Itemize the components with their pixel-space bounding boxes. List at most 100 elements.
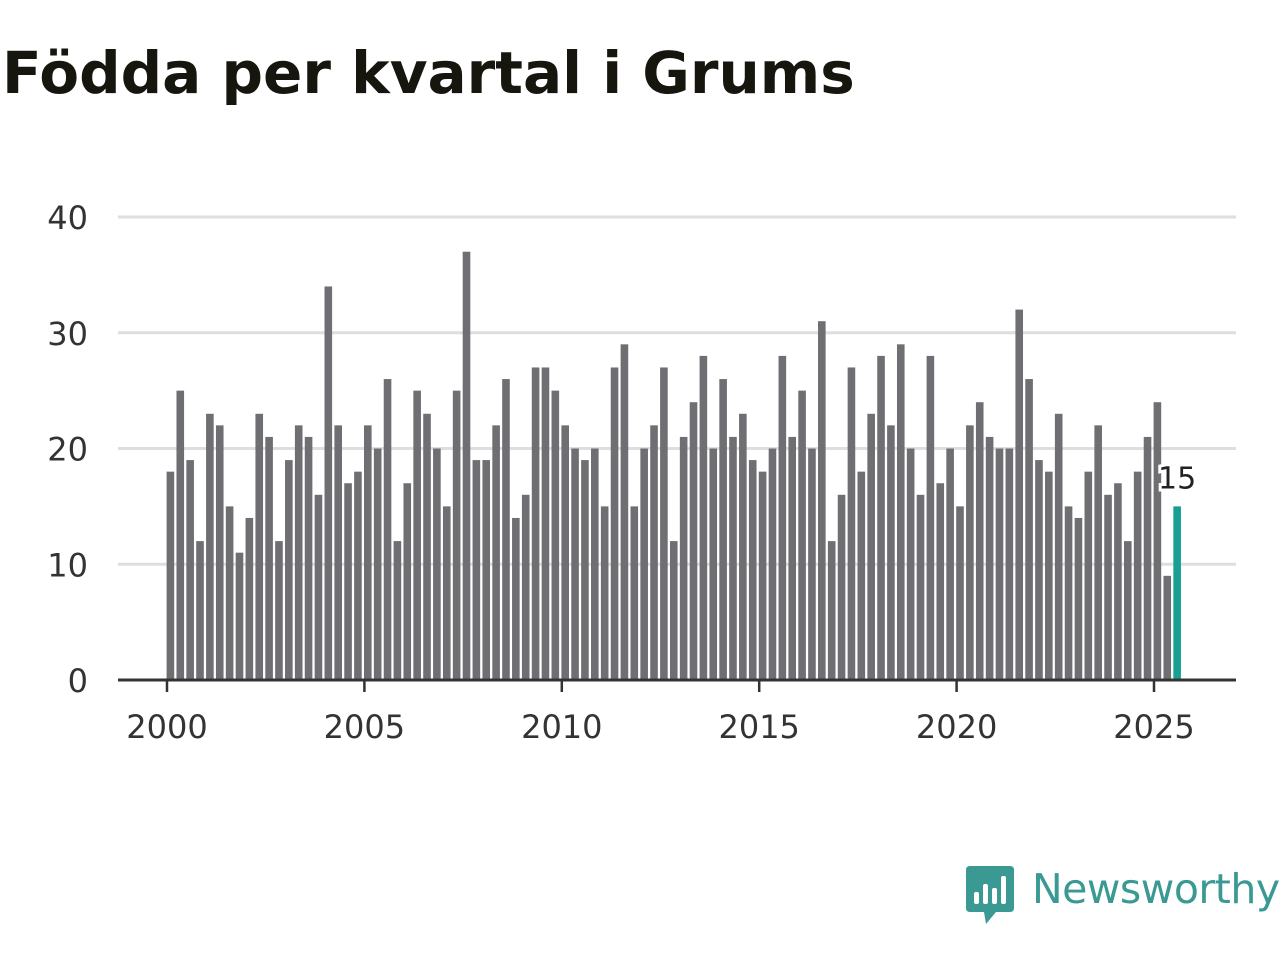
x-tick-label: 2000 bbox=[126, 708, 207, 746]
bar bbox=[344, 483, 352, 680]
bar bbox=[176, 390, 185, 681]
bar bbox=[1163, 575, 1172, 680]
y-axis-ticks: 0 10 20 30 40 bbox=[47, 199, 88, 700]
bar bbox=[1123, 541, 1132, 680]
bar bbox=[591, 448, 599, 680]
bar bbox=[956, 506, 964, 681]
bar bbox=[709, 448, 718, 680]
bar bbox=[215, 425, 224, 680]
bar bbox=[719, 379, 727, 680]
bar bbox=[620, 344, 629, 680]
bar bbox=[739, 413, 747, 680]
bar bbox=[285, 460, 293, 680]
x-tick-label: 2025 bbox=[1113, 708, 1194, 746]
bar bbox=[600, 506, 609, 681]
bar bbox=[531, 367, 540, 680]
bar bbox=[561, 425, 569, 680]
bar bbox=[1074, 517, 1083, 680]
bar bbox=[906, 448, 915, 680]
x-tick-label: 2020 bbox=[916, 708, 997, 746]
bar bbox=[206, 413, 214, 680]
bar bbox=[778, 355, 787, 680]
bar bbox=[1153, 402, 1162, 680]
bar bbox=[1015, 309, 1024, 680]
bar bbox=[492, 425, 500, 680]
bar bbox=[433, 448, 441, 680]
bar bbox=[324, 286, 333, 680]
y-tick-label: 30 bbox=[47, 315, 88, 353]
bar bbox=[482, 460, 491, 680]
bar bbox=[1035, 460, 1043, 680]
y-tick-label: 20 bbox=[47, 431, 88, 469]
bar bbox=[650, 425, 658, 680]
bar bbox=[867, 413, 875, 680]
bar bbox=[581, 460, 589, 680]
bar bbox=[946, 448, 954, 680]
bar bbox=[225, 506, 234, 681]
bar bbox=[748, 460, 757, 680]
bar bbox=[798, 390, 806, 681]
data-label: 15 bbox=[1158, 461, 1196, 496]
bar bbox=[1133, 471, 1142, 680]
bar bbox=[383, 379, 392, 680]
bar bbox=[334, 425, 342, 680]
bar bbox=[827, 541, 836, 680]
bar-highlight bbox=[1173, 506, 1181, 681]
bar bbox=[916, 494, 925, 680]
bar bbox=[354, 471, 362, 680]
bar bbox=[403, 483, 412, 680]
bar bbox=[1084, 471, 1093, 680]
bar bbox=[808, 448, 816, 680]
y-tick-label: 0 bbox=[68, 662, 88, 700]
bar bbox=[1064, 506, 1073, 681]
chart-title: Födda per kvartal i Grums bbox=[2, 39, 855, 107]
y-tick-label: 40 bbox=[47, 199, 88, 237]
bar bbox=[255, 413, 264, 680]
bar bbox=[689, 402, 698, 680]
bar bbox=[502, 379, 510, 680]
bar bbox=[1025, 379, 1033, 680]
newsworthy-logo[interactable]: Newsworthy bbox=[964, 864, 1280, 926]
bar bbox=[571, 448, 579, 680]
bar bbox=[1045, 471, 1053, 680]
bar bbox=[413, 390, 421, 681]
bar bbox=[630, 506, 639, 681]
bar bbox=[640, 448, 648, 680]
bar bbox=[896, 344, 905, 680]
bar bbox=[452, 390, 461, 681]
x-tick-label: 2010 bbox=[521, 708, 602, 746]
bar bbox=[186, 460, 194, 680]
bar bbox=[768, 448, 777, 680]
bar bbox=[235, 552, 244, 680]
annotations: 15 bbox=[1155, 458, 1199, 499]
bar bbox=[985, 436, 994, 680]
bar bbox=[393, 541, 402, 680]
bar bbox=[729, 436, 737, 680]
bar bbox=[1094, 425, 1102, 680]
bar bbox=[1054, 413, 1063, 680]
bar bbox=[373, 448, 382, 680]
x-axis: 2000 2005 2010 2015 2020 2025 bbox=[118, 678, 1236, 746]
bar bbox=[196, 541, 204, 680]
bar bbox=[818, 321, 826, 680]
bar bbox=[758, 471, 767, 680]
bar bbox=[788, 436, 797, 680]
bar bbox=[610, 367, 619, 680]
newsworthy-logo-icon bbox=[966, 866, 1014, 924]
bar bbox=[699, 355, 708, 680]
bar bbox=[679, 436, 688, 680]
bar bbox=[294, 425, 303, 680]
bar bbox=[660, 367, 668, 680]
bar bbox=[837, 494, 846, 680]
bar bbox=[995, 448, 1004, 680]
bar bbox=[462, 251, 471, 680]
bar bbox=[512, 517, 520, 680]
bar bbox=[314, 494, 323, 680]
bar bbox=[877, 355, 885, 680]
bar bbox=[1143, 436, 1152, 680]
bar bbox=[245, 517, 254, 680]
bar bbox=[541, 367, 550, 680]
bar bbox=[423, 413, 431, 680]
bar bbox=[926, 355, 935, 680]
bar bbox=[551, 390, 560, 681]
